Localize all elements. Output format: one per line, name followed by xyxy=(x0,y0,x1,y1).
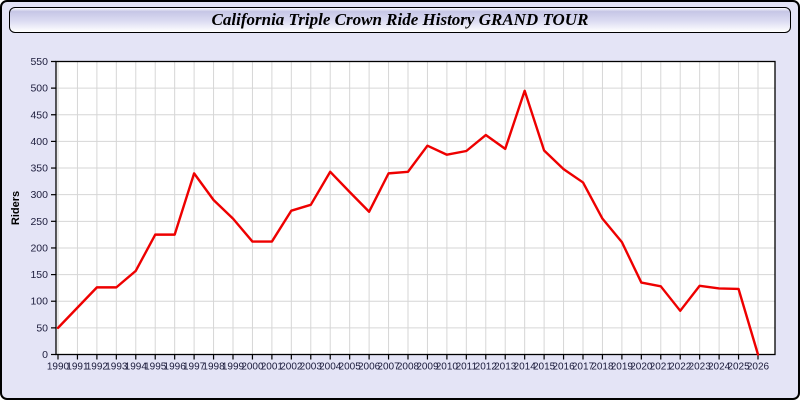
y-tick-label: 50 xyxy=(36,322,48,334)
x-tick-label: 2012 xyxy=(475,362,498,373)
y-tick-label: 200 xyxy=(30,242,48,254)
x-tick-label: 2024 xyxy=(708,362,731,373)
x-tick-label: 2025 xyxy=(727,362,750,373)
x-tick-label: 2014 xyxy=(514,362,537,373)
y-tick-label: 350 xyxy=(30,163,48,175)
x-tick-label: 2020 xyxy=(630,362,653,373)
x-tick-label: 2023 xyxy=(689,362,712,373)
y-tick-label: 400 xyxy=(30,136,48,148)
x-tick-label: 1998 xyxy=(202,362,225,373)
y-tick-label: 500 xyxy=(30,83,48,95)
x-tick-label: 1995 xyxy=(144,362,167,373)
page-title: California Triple Crown Ride History GRA… xyxy=(211,10,589,29)
x-tick-label: 1992 xyxy=(86,362,109,373)
x-tick-label: 2021 xyxy=(650,362,673,373)
x-tick-label: 2010 xyxy=(436,362,459,373)
y-axis-label: Riders xyxy=(10,191,22,225)
y-tick-label: 250 xyxy=(30,216,48,228)
y-tick-label: 150 xyxy=(30,269,48,281)
x-tick-label: 1993 xyxy=(105,362,128,373)
x-tick-label: 2026 xyxy=(747,362,770,373)
x-tick-label: 2002 xyxy=(280,362,303,373)
x-tick-label: 1999 xyxy=(222,362,245,373)
x-tick-label: 2001 xyxy=(261,362,284,373)
y-tick-label: 300 xyxy=(30,189,48,201)
x-tick-label: 1997 xyxy=(183,362,206,373)
x-tick-label: 2011 xyxy=(456,362,478,373)
y-tick-label: 100 xyxy=(30,296,48,308)
x-tick-label: 2022 xyxy=(669,362,692,373)
x-tick-label: 2005 xyxy=(339,362,362,373)
y-tick-label: 0 xyxy=(42,349,48,361)
x-tick-label: 1990 xyxy=(47,362,70,373)
plot-area xyxy=(56,61,775,355)
x-tick-label: 1994 xyxy=(125,362,148,373)
x-tick-label: 2008 xyxy=(397,362,420,373)
y-tick-label: 550 xyxy=(30,56,48,68)
x-tick-label: 1991 xyxy=(66,362,89,373)
x-tick-label: 2007 xyxy=(377,362,400,373)
x-tick-label: 2006 xyxy=(358,362,381,373)
x-tick-label: 2015 xyxy=(533,362,556,373)
y-tick-label: 450 xyxy=(30,109,48,121)
plot-frame xyxy=(55,60,776,356)
riders-line-series xyxy=(56,89,760,356)
x-tick-label: 2018 xyxy=(591,362,614,373)
x-tick-label: 2004 xyxy=(319,362,342,373)
x-tick-label: 2009 xyxy=(416,362,439,373)
x-tick-label: 2003 xyxy=(300,362,323,373)
x-tick-label: 1996 xyxy=(164,362,187,373)
x-tick-label: 2013 xyxy=(494,362,517,373)
x-tick-label: 2017 xyxy=(572,362,595,373)
x-tick-label: 2000 xyxy=(241,362,264,373)
x-tick-label: 2019 xyxy=(611,362,634,373)
x-tick-label: 2016 xyxy=(552,362,575,373)
title-bar: California Triple Crown Ride History GRA… xyxy=(9,7,791,33)
